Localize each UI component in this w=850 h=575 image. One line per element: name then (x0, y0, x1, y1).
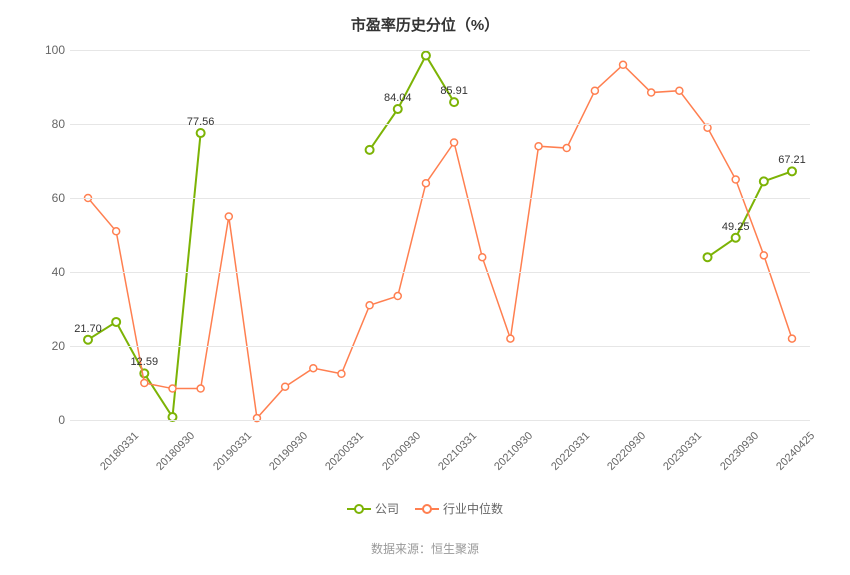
series-marker (394, 293, 401, 300)
chart-title: 市盈率历史分位（%） (0, 0, 850, 35)
series-marker (338, 370, 345, 377)
point-label: 84.04 (384, 92, 412, 104)
gridline (70, 272, 810, 273)
x-axis-label: 20220930 (605, 430, 648, 473)
series-marker (732, 176, 739, 183)
series-marker (591, 87, 598, 94)
chart-legend: 公司 行业中位数 (0, 500, 850, 518)
legend-swatch (415, 503, 439, 515)
gridline (70, 50, 810, 51)
x-axis-label: 20220331 (549, 430, 592, 473)
series-marker (704, 124, 711, 131)
series-marker (141, 380, 148, 387)
x-axis-label: 20190331 (211, 430, 254, 473)
y-axis-label: 0 (35, 413, 65, 427)
legend-item[interactable]: 公司 (347, 500, 399, 517)
y-axis-label: 40 (35, 265, 65, 279)
series-marker (197, 385, 204, 392)
plot-area: 0204060801002018033120180930201903312019… (70, 50, 810, 420)
series-marker (479, 254, 486, 261)
point-label: 12.59 (131, 357, 159, 369)
series-marker (789, 335, 796, 342)
legend-label: 行业中位数 (443, 500, 503, 517)
series-marker (704, 253, 712, 261)
point-label: 67.21 (778, 155, 806, 167)
series-line (370, 56, 454, 150)
point-label: 85.91 (440, 85, 468, 97)
series-marker (282, 383, 289, 390)
series-marker (535, 143, 542, 150)
x-axis-label: 20200331 (323, 430, 366, 473)
legend-item[interactable]: 行业中位数 (415, 500, 503, 517)
gridline (70, 198, 810, 199)
x-axis-label: 20210930 (492, 430, 535, 473)
series-marker (450, 98, 458, 106)
series-marker (310, 365, 317, 372)
series-marker (563, 145, 570, 152)
x-axis-label: 20180930 (154, 430, 197, 473)
series-marker (620, 61, 627, 68)
series-marker (788, 167, 796, 175)
chart-source: 数据来源：恒生聚源 (0, 540, 850, 557)
y-axis-label: 20 (35, 339, 65, 353)
series-marker (394, 105, 402, 113)
series-marker (732, 234, 740, 242)
y-axis-label: 100 (35, 43, 65, 57)
x-axis-label: 20190930 (267, 430, 310, 473)
series-marker (451, 139, 458, 146)
series-marker (169, 385, 176, 392)
x-axis-label: 20230930 (718, 430, 761, 473)
series-marker (760, 252, 767, 259)
series-marker (197, 129, 205, 137)
series-marker (112, 318, 120, 326)
chart-svg (70, 50, 810, 420)
series-marker (648, 89, 655, 96)
gridline (70, 346, 810, 347)
y-axis-label: 80 (35, 117, 65, 131)
series-marker (366, 302, 373, 309)
series-marker (113, 228, 120, 235)
point-label: 77.56 (187, 116, 215, 128)
series-marker (676, 87, 683, 94)
series-marker (422, 180, 429, 187)
series-marker (366, 146, 374, 154)
pe-percentile-chart: 市盈率历史分位（%） 02040608010020180331201809302… (0, 0, 850, 575)
y-axis-label: 60 (35, 191, 65, 205)
x-axis-label: 20200930 (380, 430, 423, 473)
series-line (708, 171, 792, 257)
series-marker (225, 213, 232, 220)
series-marker (422, 52, 430, 60)
legend-swatch (347, 503, 371, 515)
series-marker (84, 336, 92, 344)
point-label: 49.25 (722, 221, 750, 233)
series-marker (507, 335, 514, 342)
x-axis-label: 20230331 (661, 430, 704, 473)
legend-label: 公司 (375, 500, 399, 517)
gridline (70, 420, 810, 421)
point-label: 21.70 (74, 323, 102, 335)
x-axis-label: 20210331 (436, 430, 479, 473)
x-axis-label: 20180331 (98, 430, 141, 473)
gridline (70, 124, 810, 125)
series-marker (760, 177, 768, 185)
x-axis-label: 20240425 (774, 430, 817, 473)
